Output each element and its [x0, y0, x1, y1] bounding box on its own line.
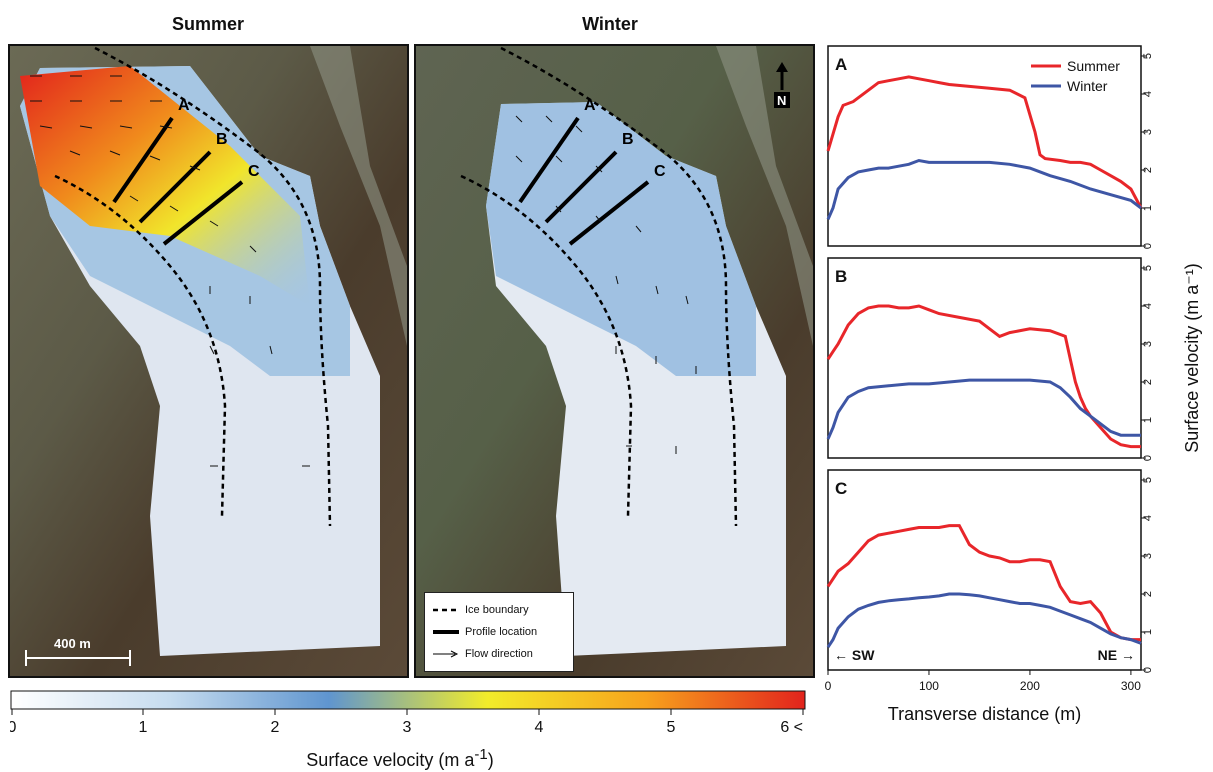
x-tick-label: 300 — [1121, 679, 1141, 693]
annotation-sw: ← SW — [834, 647, 875, 663]
panel-frame — [827, 45, 1142, 247]
x-tick-label: 0 — [825, 679, 832, 693]
legend-ice-boundary-label: Ice boundary — [465, 604, 529, 616]
y-tick-label: 4 — [1142, 303, 1154, 309]
colorbar-title-text: Surface velocity (m a — [306, 750, 475, 770]
y-tick-label: 2 — [1142, 591, 1154, 597]
colorbar-title-end: ) — [487, 750, 494, 770]
colorbar-tick-label: 3 — [403, 719, 412, 736]
y-tick-label: 2 — [1142, 167, 1154, 173]
y-tick-label: 3 — [1142, 553, 1154, 559]
profile-line-b — [138, 150, 212, 224]
profile-line-c — [568, 180, 650, 246]
ice-boundary-south — [54, 174, 227, 517]
chart-legend: Summer Winter — [1031, 58, 1120, 94]
series-line-winter-a — [826, 158, 1142, 221]
panel-frame — [827, 469, 1142, 671]
profile-label-b: B — [216, 131, 228, 148]
velocity-colorbar: 0 1 2 3 4 5 6 < — [10, 690, 806, 736]
summer-map-title: Summer — [171, 14, 245, 34]
colorbar-title-sup: -1 — [474, 746, 488, 763]
profile-panel-c: 0 1 2 3 4 5 C 0 100 200 300 ← SW NE → Transverse dist… — [825, 469, 1154, 724]
profile-label-b: B — [622, 131, 634, 148]
map-legend: Ice boundary Profile location Flow direc… — [424, 592, 574, 672]
scale-bar-label: 400 m — [54, 636, 91, 651]
y-axis-label: Surface velocity (m a⁻¹) — [1182, 263, 1202, 453]
river-valley — [310, 46, 407, 346]
x-tick-label: 100 — [919, 679, 939, 693]
winter-map-title: Winter — [582, 14, 638, 34]
series-line-summer-c — [826, 524, 1141, 642]
panel-label-c: C — [835, 479, 847, 498]
legend-flow-direction: Flow direction — [433, 643, 565, 665]
profile-line-c — [162, 180, 244, 246]
fast-flow-zone — [20, 66, 310, 306]
series-line-winter-c — [826, 592, 1142, 649]
colorbar-tick-label: 4 — [535, 719, 544, 736]
y-tick-label: 3 — [1142, 129, 1154, 135]
y-tick-label: 0 — [1142, 667, 1154, 673]
profile-label-c: C — [654, 163, 666, 180]
legend-profile-location-label: Profile location — [465, 626, 538, 638]
north-arrow — [774, 62, 790, 108]
series-line-summer-a — [826, 75, 1143, 209]
panel-frame — [827, 257, 1142, 459]
colorbar-tick-label: 6 < — [780, 719, 803, 736]
profile-label-c: C — [248, 163, 260, 180]
profile-label-a: A — [178, 97, 190, 114]
legend-label-summer: Summer — [1067, 58, 1120, 74]
legend-ice-boundary: Ice boundary — [433, 599, 565, 621]
y-tick-label: 5 — [1142, 53, 1154, 59]
flow-arrows-summer — [30, 75, 310, 467]
series-line-winter-b — [826, 378, 1141, 440]
colorbar-tick-label: 0 — [10, 719, 17, 736]
y-tick-label: 4 — [1142, 91, 1154, 97]
north-label: N — [777, 93, 786, 108]
summer-velocity-map: A B C 400 m — [8, 44, 409, 678]
y-tick-label: 1 — [1142, 417, 1154, 423]
ice-boundary-south — [460, 174, 633, 517]
colorbar-tick-label: 2 — [271, 719, 280, 736]
y-tick-label: 5 — [1142, 477, 1154, 483]
colorbar-tick-label: 5 — [667, 719, 676, 736]
y-tick-label: 2 — [1142, 379, 1154, 385]
y-tick-label: 1 — [1142, 205, 1154, 211]
profile-line-b — [544, 150, 618, 224]
y-tick-label: 3 — [1142, 341, 1154, 347]
velocity-profile-chart: 0 1 2 3 4 5 A Summer Winter 0 1 2 3 4 5 B 0 1 2 3 4 5 C 0 100 200… — [825, 45, 1202, 724]
panel-label-a: A — [835, 55, 847, 74]
y-tick-label: 4 — [1142, 515, 1154, 521]
legend-flow-direction-label: Flow direction — [465, 648, 533, 660]
velocity-field — [486, 102, 756, 376]
profile-panel-b: 0 1 2 3 4 5 B — [826, 257, 1154, 461]
river-valley — [716, 46, 813, 346]
x-axis-label: Transverse distance (m) — [888, 704, 1081, 724]
y-tick-label: 1 — [1142, 629, 1154, 635]
profile-label-a: A — [584, 97, 596, 114]
y-tick-label: 5 — [1142, 265, 1154, 271]
legend-label-winter: Winter — [1067, 78, 1108, 94]
y-tick-label: 0 — [1142, 243, 1154, 249]
flow-arrows-winter — [515, 115, 697, 454]
winter-velocity-map: A B C N Ice boundary Profile location Fl… — [414, 44, 815, 678]
colorbar-ramp — [10, 690, 806, 710]
profile-line-a — [112, 116, 174, 204]
profile-line-a — [518, 116, 580, 204]
y-tick-label: 0 — [1142, 455, 1154, 461]
panel-label-b: B — [835, 267, 847, 286]
annotation-ne: NE → — [1098, 647, 1135, 663]
ice-boundary-north — [500, 46, 738, 527]
colorbar-title: Surface velocity (m a-1) — [200, 746, 600, 771]
profile-panel-a: 0 1 2 3 4 5 A Summer Winter — [826, 45, 1154, 249]
scale-bar — [25, 650, 131, 666]
legend-profile-location: Profile location — [433, 621, 565, 643]
colorbar-tick-label: 1 — [139, 719, 148, 736]
x-tick-label: 200 — [1020, 679, 1040, 693]
ice-boundary-north — [94, 46, 332, 527]
